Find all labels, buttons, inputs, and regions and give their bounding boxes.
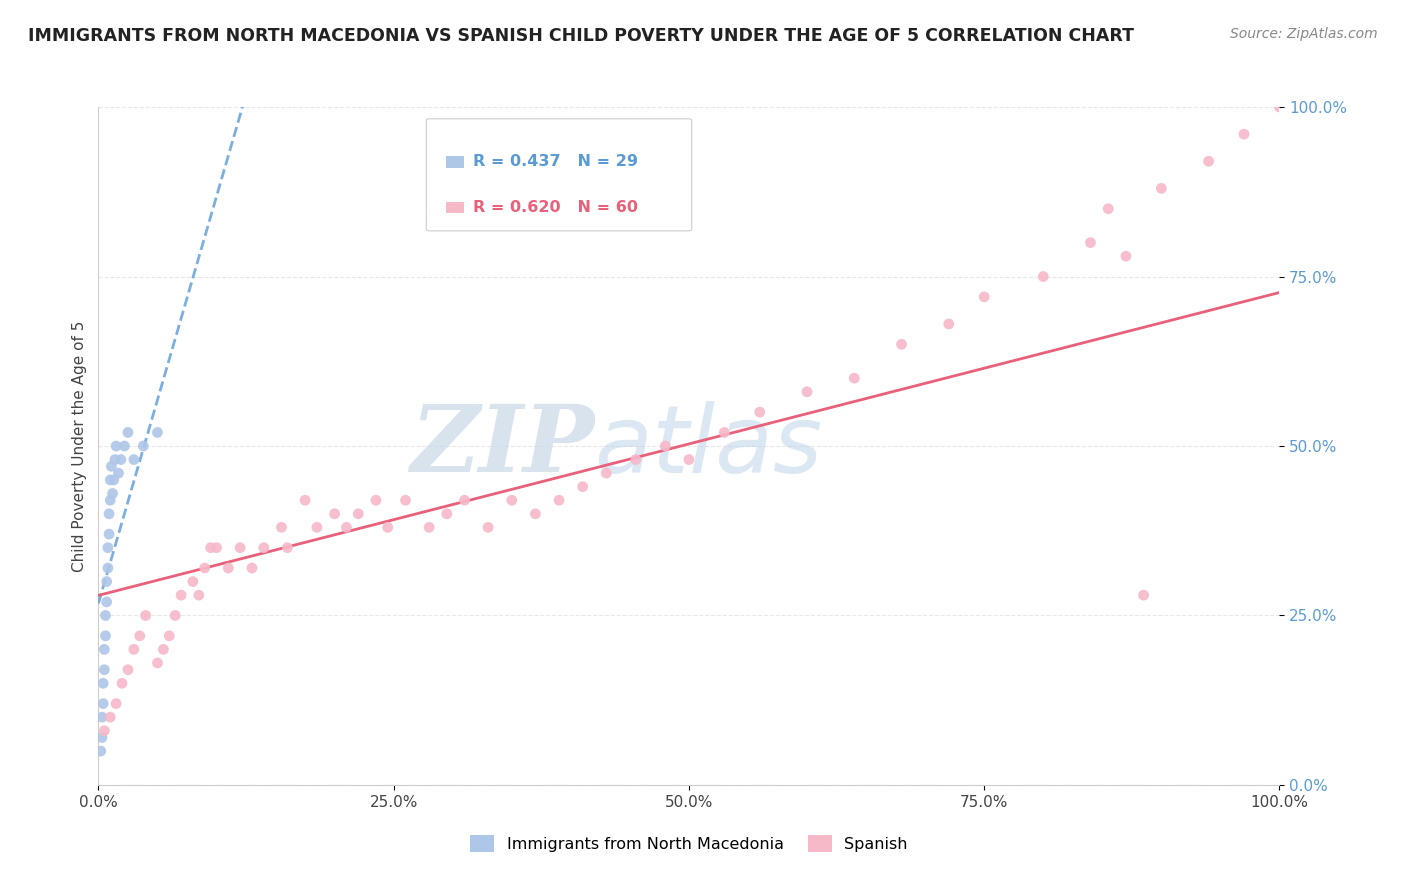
Point bbox=[713, 425, 735, 440]
Point bbox=[501, 493, 523, 508]
Point bbox=[240, 561, 263, 575]
Point bbox=[132, 439, 155, 453]
Point bbox=[91, 676, 114, 690]
Point bbox=[1097, 202, 1119, 216]
Point bbox=[91, 710, 114, 724]
Y-axis label: Child Poverty Under the Age of 5: Child Poverty Under the Age of 5 bbox=[72, 320, 87, 572]
Point bbox=[1268, 100, 1291, 114]
Point bbox=[146, 656, 169, 670]
Point bbox=[253, 541, 276, 555]
Point bbox=[270, 520, 292, 534]
Point bbox=[122, 452, 145, 467]
Point bbox=[94, 608, 117, 623]
Point bbox=[1080, 235, 1102, 250]
Point bbox=[97, 561, 120, 575]
Point bbox=[1032, 269, 1054, 284]
Point bbox=[96, 574, 118, 589]
Point bbox=[117, 425, 139, 440]
Point bbox=[112, 439, 135, 453]
Point bbox=[91, 731, 114, 745]
Point bbox=[103, 473, 125, 487]
Point bbox=[117, 663, 139, 677]
Point bbox=[105, 697, 128, 711]
Point bbox=[1115, 249, 1137, 263]
Point bbox=[135, 608, 157, 623]
Point bbox=[100, 459, 122, 474]
Point bbox=[453, 493, 475, 508]
Point bbox=[524, 507, 547, 521]
Point bbox=[748, 405, 770, 419]
Point bbox=[93, 723, 115, 738]
Point bbox=[98, 473, 121, 487]
Point bbox=[96, 595, 118, 609]
Point bbox=[98, 710, 121, 724]
Point bbox=[305, 520, 328, 534]
Point bbox=[217, 561, 239, 575]
Legend: Immigrants from North Macedonia, Spanish: Immigrants from North Macedonia, Spanish bbox=[464, 829, 914, 858]
Point bbox=[187, 588, 209, 602]
Point bbox=[165, 608, 187, 623]
Point bbox=[101, 486, 124, 500]
Point bbox=[1233, 127, 1256, 141]
Text: IMMIGRANTS FROM NORTH MACEDONIA VS SPANISH CHILD POVERTY UNDER THE AGE OF 5 CORR: IMMIGRANTS FROM NORTH MACEDONIA VS SPANI… bbox=[28, 27, 1135, 45]
Point bbox=[146, 425, 169, 440]
Point bbox=[571, 480, 593, 494]
Text: R = 0.620   N = 60: R = 0.620 N = 60 bbox=[472, 200, 638, 215]
Point bbox=[548, 493, 571, 508]
Point bbox=[418, 520, 440, 534]
Point bbox=[181, 574, 204, 589]
Point bbox=[844, 371, 866, 385]
Point bbox=[678, 452, 700, 467]
Point bbox=[200, 541, 222, 555]
Point bbox=[624, 452, 647, 467]
Point bbox=[98, 507, 121, 521]
Point bbox=[364, 493, 387, 508]
Point bbox=[94, 629, 117, 643]
Point bbox=[97, 541, 120, 555]
Text: atlas: atlas bbox=[595, 401, 823, 491]
Point bbox=[347, 507, 370, 521]
Point bbox=[152, 642, 174, 657]
Point bbox=[110, 452, 132, 467]
Point bbox=[377, 520, 399, 534]
Point bbox=[93, 642, 115, 657]
Point bbox=[170, 588, 193, 602]
Point bbox=[1198, 154, 1220, 169]
Point bbox=[1150, 181, 1173, 195]
Point bbox=[104, 452, 127, 467]
Point bbox=[90, 744, 112, 758]
Point bbox=[595, 466, 617, 480]
Point bbox=[122, 642, 145, 657]
Point bbox=[98, 493, 121, 508]
Text: Source: ZipAtlas.com: Source: ZipAtlas.com bbox=[1230, 27, 1378, 41]
Point bbox=[394, 493, 416, 508]
Point bbox=[654, 439, 676, 453]
Point bbox=[796, 384, 818, 399]
Point bbox=[128, 629, 150, 643]
Point bbox=[93, 663, 115, 677]
Text: R = 0.437   N = 29: R = 0.437 N = 29 bbox=[472, 154, 638, 169]
Point bbox=[890, 337, 912, 351]
Point bbox=[294, 493, 316, 508]
Point bbox=[194, 561, 217, 575]
Text: ZIP: ZIP bbox=[411, 401, 595, 491]
Point bbox=[938, 317, 960, 331]
Point bbox=[276, 541, 298, 555]
Point bbox=[973, 290, 995, 304]
Point bbox=[323, 507, 346, 521]
Point bbox=[157, 629, 180, 643]
Point bbox=[229, 541, 252, 555]
Point bbox=[335, 520, 357, 534]
Point bbox=[111, 676, 134, 690]
Point bbox=[91, 697, 114, 711]
Point bbox=[107, 466, 129, 480]
Point bbox=[205, 541, 228, 555]
Point bbox=[477, 520, 499, 534]
Point bbox=[1132, 588, 1154, 602]
Point bbox=[105, 439, 128, 453]
Point bbox=[98, 527, 121, 541]
Point bbox=[436, 507, 458, 521]
